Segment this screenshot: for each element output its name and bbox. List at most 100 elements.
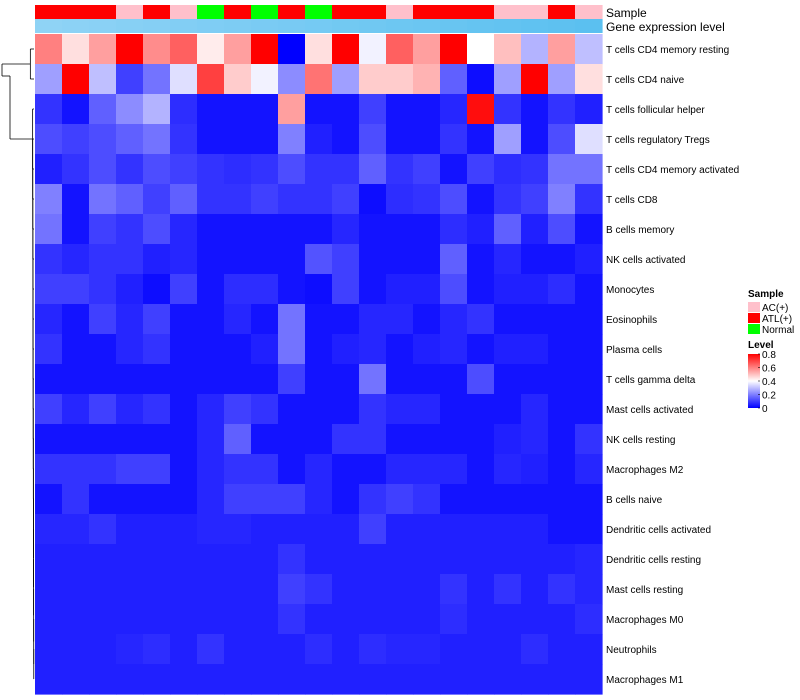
heatmap-cell: [440, 454, 468, 485]
sample-annotation-cell: [224, 5, 252, 19]
heatmap-cell: [386, 484, 414, 515]
heatmap-cell: [440, 304, 468, 335]
heatmap-cell: [494, 304, 522, 335]
heatmap-cell: [305, 124, 333, 155]
heatmap-cell: [521, 604, 549, 635]
row-label: Monocytes: [606, 285, 654, 296]
heatmap-cell: [116, 34, 144, 65]
heatmap-cell: [116, 484, 144, 515]
heatmap-cell: [305, 454, 333, 485]
heatmap-cell: [170, 214, 198, 245]
heatmap-cell: [332, 184, 360, 215]
heatmap-cell: [440, 124, 468, 155]
heatmap-cell: [89, 94, 117, 125]
heatmap-cell: [197, 544, 225, 575]
heatmap-cell: [278, 34, 306, 65]
legend-sample-label: ATL(+): [762, 314, 792, 325]
heatmap-cell: [494, 214, 522, 245]
heatmap-cell: [89, 334, 117, 365]
heatmap-cell: [170, 454, 198, 485]
heatmap-cell: [521, 454, 549, 485]
heatmap-cell: [413, 124, 441, 155]
heatmap-cell: [278, 64, 306, 95]
heatmap-cell: [548, 454, 576, 485]
heatmap-cell: [35, 364, 63, 395]
heatmap-cell: [143, 244, 171, 275]
heatmap-cell: [332, 334, 360, 365]
heatmap-cell: [548, 214, 576, 245]
heatmap-cell: [305, 274, 333, 305]
heatmap-cell: [197, 244, 225, 275]
heatmap-cell: [116, 664, 144, 695]
heatmap-cell: [278, 424, 306, 455]
heatmap-cell: [143, 664, 171, 695]
heatmap-cell: [251, 574, 279, 605]
heatmap-cell: [35, 664, 63, 695]
heatmap-cell: [224, 394, 252, 425]
heatmap-cell: [521, 514, 549, 545]
heatmap-cell: [548, 124, 576, 155]
heatmap-cell: [575, 274, 603, 305]
heatmap-cell: [386, 154, 414, 185]
heatmap-cell: [494, 514, 522, 545]
sample-annotation-bar: [35, 5, 603, 19]
heatmap-cell: [62, 544, 90, 575]
heatmap-cell: [143, 34, 171, 65]
heatmap-cell: [35, 484, 63, 515]
heatmap-cell: [35, 94, 63, 125]
heatmap-cell: [278, 394, 306, 425]
heatmap-cell: [170, 64, 198, 95]
heatmap-cell: [332, 364, 360, 395]
heatmap-cell: [413, 634, 441, 665]
heatmap-cell: [251, 634, 279, 665]
heatmap-cell: [548, 604, 576, 635]
heatmap-cell: [170, 334, 198, 365]
heatmap-cell: [116, 544, 144, 575]
heatmap-cell: [62, 304, 90, 335]
legend-level-tick-label: 0.4: [762, 377, 776, 388]
heatmap-cell: [575, 664, 603, 695]
heatmap-cell: [521, 424, 549, 455]
expression-annotation-bar: [35, 19, 603, 33]
heatmap-cell: [251, 544, 279, 575]
heatmap-cell: [35, 394, 63, 425]
heatmap-cell: [143, 604, 171, 635]
heatmap-cell: [170, 544, 198, 575]
heatmap-cell: [494, 334, 522, 365]
heatmap-cell: [548, 244, 576, 275]
heatmap-cell: [386, 184, 414, 215]
expression-annotation-cell: [89, 19, 117, 33]
heatmap-cell: [413, 214, 441, 245]
heatmap-cell: [305, 94, 333, 125]
heatmap-cell: [521, 154, 549, 185]
heatmap-cell: [332, 64, 360, 95]
row-label: Mast cells activated: [606, 405, 693, 416]
heatmap-cell: [440, 94, 468, 125]
heatmap-cell: [521, 664, 549, 695]
heatmap-cell: [575, 604, 603, 635]
heatmap-cell: [35, 334, 63, 365]
heatmap-cell: [170, 364, 198, 395]
heatmap-cell: [440, 574, 468, 605]
heatmap-cell: [359, 34, 387, 65]
heatmap-cell: [521, 634, 549, 665]
expression-annotation-cell: [143, 19, 171, 33]
heatmap-cell: [170, 484, 198, 515]
heatmap-cell: [251, 484, 279, 515]
heatmap-cell: [548, 394, 576, 425]
heatmap-cell: [575, 514, 603, 545]
heatmap-cell: [35, 304, 63, 335]
heatmap-cell: [197, 154, 225, 185]
heatmap-cell: [332, 124, 360, 155]
expression-annotation-cell: [467, 19, 495, 33]
heatmap-cell: [575, 34, 603, 65]
heatmap-cell: [278, 664, 306, 695]
heatmap-cell: [305, 544, 333, 575]
heatmap-cell: [89, 154, 117, 185]
sample-annotation-cell: [467, 5, 495, 19]
heatmap-cell: [359, 124, 387, 155]
heatmap-cell: [332, 514, 360, 545]
row-label: Macrophages M2: [606, 465, 684, 476]
heatmap-cell: [359, 574, 387, 605]
heatmap-cell: [89, 664, 117, 695]
